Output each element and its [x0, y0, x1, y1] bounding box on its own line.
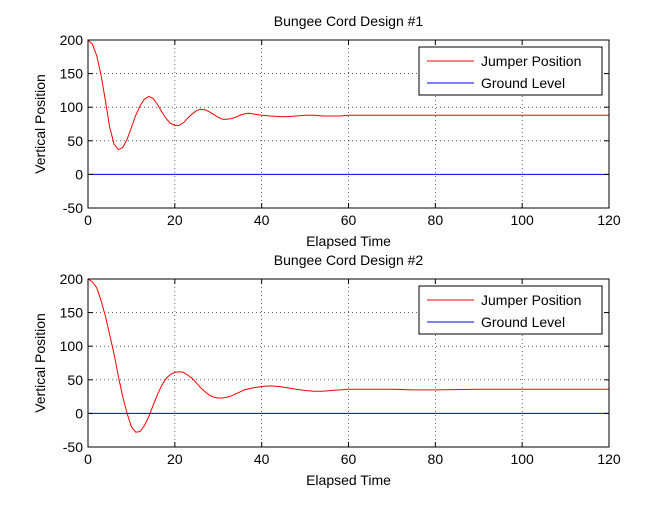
y-tick-label: 100: [60, 99, 84, 115]
x-tick-label: 40: [254, 212, 270, 228]
y-axis-label: Vertical Position: [32, 313, 48, 413]
y-tick-label: 200: [60, 32, 84, 48]
y-tick-label: 0: [75, 166, 83, 182]
series-line-jumper-position: [87, 39, 609, 151]
y-axis-label: Vertical Position: [32, 74, 48, 174]
x-axis-label: Elapsed Time: [306, 233, 391, 249]
legend-label: Jumper Position: [481, 292, 581, 308]
legend-box: [418, 46, 603, 96]
y-tick-label: -50: [63, 200, 83, 216]
x-tick-label: 60: [341, 212, 357, 228]
y-tick-label: 150: [60, 66, 84, 82]
legend-label: Ground Level: [481, 75, 565, 91]
y-tick-label: 0: [75, 405, 83, 421]
chart-title: Bungee Cord Design #2: [274, 252, 424, 268]
x-tick-label: 100: [510, 212, 534, 228]
x-tick-label: 120: [597, 451, 621, 467]
legend-label: Ground Level: [481, 314, 565, 330]
x-tick-label: 0: [84, 451, 92, 467]
x-axis-label: Elapsed Time: [306, 472, 391, 488]
x-tick-label: 100: [510, 451, 534, 467]
x-tick-label: 120: [597, 212, 621, 228]
y-tick-label: 150: [60, 305, 84, 321]
x-tick-label: 20: [167, 451, 183, 467]
legend: Jumper Position Ground Level: [418, 46, 603, 96]
x-tick-label: 80: [428, 212, 444, 228]
x-tick-label: 80: [428, 451, 444, 467]
legend-label: Jumper Position: [481, 53, 581, 69]
y-tick-label: 100: [60, 338, 84, 354]
x-tick-label: 0: [84, 212, 92, 228]
x-tick-label: 20: [167, 212, 183, 228]
chart-title: Bungee Cord Design #1: [274, 13, 424, 29]
y-tick-label: 50: [67, 372, 83, 388]
x-tick-label: 60: [341, 451, 357, 467]
x-tick-label: 40: [254, 451, 270, 467]
y-tick-label: 50: [67, 133, 83, 149]
y-tick-label: 200: [60, 271, 84, 287]
legend: Jumper Position Ground Level: [418, 285, 603, 335]
series-line-jumper-position: [87, 278, 609, 433]
y-tick-label: -50: [63, 439, 83, 455]
legend-box: [418, 285, 603, 335]
